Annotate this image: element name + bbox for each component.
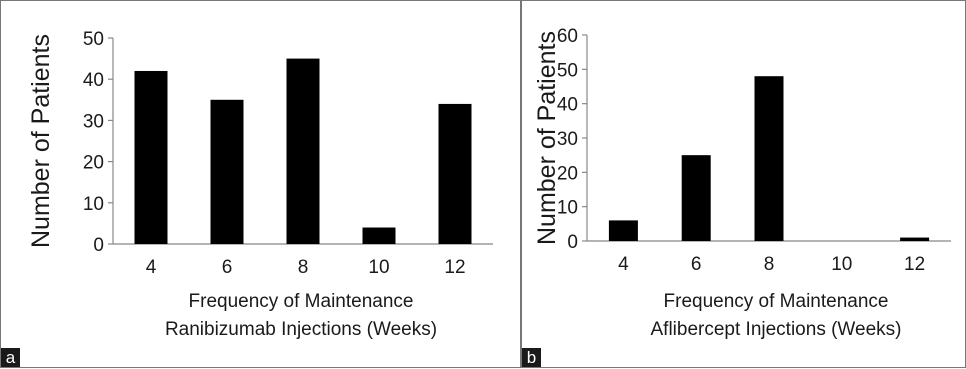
chart-panel-b: 0 10 20 30 40 50 60 4 6 8 10 12 Number of Patients Fr… xyxy=(521,0,966,368)
x-axis-title-line: Ranibizumab Injections (Weeks) xyxy=(165,319,437,340)
bar-8 xyxy=(754,76,784,241)
y-tick-label: 10 xyxy=(557,198,578,219)
y-tick-label: 20 xyxy=(557,163,578,184)
bar-chart-b: 0 10 20 30 40 50 60 4 6 8 10 12 Number of Patients Fr… xyxy=(533,26,951,340)
bar-4 xyxy=(608,220,638,241)
panel-label-a: a xyxy=(1,348,20,367)
bar-4 xyxy=(134,70,168,245)
y-tick-label: 10 xyxy=(83,194,104,215)
x-tick-label: 10 xyxy=(368,257,389,278)
bar-12 xyxy=(438,103,472,244)
x-tick-label: 12 xyxy=(444,257,465,278)
y-tick-label: 0 xyxy=(567,232,578,253)
y-axis-title: Number of Patients xyxy=(27,34,55,248)
x-axis-title-line: Frequency of Maintenance xyxy=(664,291,889,312)
x-tick-label: 12 xyxy=(904,254,925,275)
x-tick-label: 4 xyxy=(146,257,157,278)
y-tick-label: 30 xyxy=(83,111,104,132)
x-tick-label: 10 xyxy=(831,254,852,275)
y-tick-label: 20 xyxy=(83,153,104,174)
x-tick-label: 4 xyxy=(618,254,629,275)
y-axis-title: Number of Patients xyxy=(533,31,561,245)
x-axis-title-line: Frequency of Maintenance xyxy=(189,291,414,312)
x-tick-label: 8 xyxy=(298,257,309,278)
y-tick-label: 50 xyxy=(83,29,104,50)
bar-chart-a: 0 10 20 30 40 50 4 6 8 10 12 Number of Patients Freq… xyxy=(27,29,493,340)
y-tick-label: 60 xyxy=(557,26,578,47)
x-tick-label: 8 xyxy=(764,254,775,275)
bar-10 xyxy=(362,227,396,244)
y-tick-label: 30 xyxy=(557,129,578,150)
y-tick-label: 40 xyxy=(83,70,104,91)
panel-label-b: b xyxy=(522,348,541,367)
x-tick-label: 6 xyxy=(691,254,702,275)
bar-8 xyxy=(286,58,320,244)
bar-6 xyxy=(210,99,244,244)
chart-panel-a: 0 10 20 30 40 50 4 6 8 10 12 Number of Patients Freq… xyxy=(0,0,521,368)
y-tick-label: 50 xyxy=(557,60,578,81)
x-tick-label: 6 xyxy=(222,257,233,278)
y-tick-label: 40 xyxy=(557,95,578,116)
y-tick-label: 0 xyxy=(93,235,104,256)
bar-6 xyxy=(681,155,711,241)
x-axis-title-line: Aflibercept Injections (Weeks) xyxy=(651,319,902,340)
bar-12 xyxy=(900,237,930,241)
